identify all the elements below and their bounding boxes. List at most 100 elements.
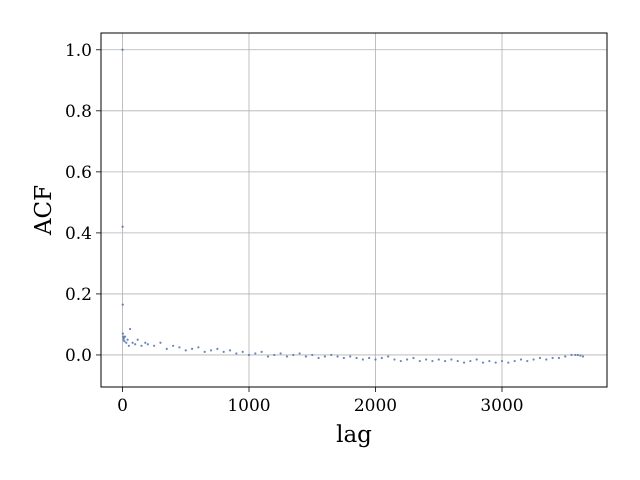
data-point: [574, 353, 577, 357]
data-point: [355, 356, 358, 360]
data-point: [273, 353, 276, 357]
data-point: [393, 358, 396, 361]
data-point: [551, 356, 554, 360]
data-point: [481, 361, 485, 364]
x-axis-label: lag: [336, 422, 372, 448]
data-point: [581, 355, 585, 358]
x-tick-label: 3000: [480, 396, 523, 416]
data-points: [121, 48, 585, 364]
data-point: [443, 359, 447, 363]
data-point: [126, 338, 129, 341]
data-point: [564, 355, 567, 358]
x-tick-label: 2000: [354, 396, 397, 416]
data-point: [134, 343, 137, 346]
x-tick-label: 1000: [227, 396, 270, 416]
data-point: [172, 344, 175, 347]
data-point: [131, 341, 134, 344]
data-point: [374, 358, 377, 361]
grid: [101, 33, 607, 387]
data-point: [304, 355, 308, 358]
data-point: [579, 354, 582, 357]
y-tick-label: 0.4: [65, 224, 92, 244]
data-point: [266, 355, 270, 358]
data-point: [342, 356, 345, 360]
data-point: [368, 356, 371, 360]
data-point: [279, 352, 282, 355]
data-point: [488, 359, 491, 363]
data-point: [121, 332, 124, 335]
data-point: [285, 355, 289, 358]
data-point: [203, 350, 206, 354]
data-point: [456, 359, 459, 363]
data-point: [153, 344, 156, 347]
data-point: [519, 358, 523, 361]
data-point: [121, 225, 124, 228]
data-point: [146, 343, 149, 346]
data-point: [570, 353, 573, 357]
data-point: [311, 353, 314, 357]
data-point: [228, 349, 232, 352]
data-point: [494, 361, 497, 364]
data-point: [576, 353, 580, 357]
data-point: [462, 361, 466, 364]
data-point: [178, 346, 181, 349]
data-point: [538, 356, 542, 360]
data-point: [216, 347, 219, 350]
y-tick-label: 0.6: [65, 163, 92, 183]
data-point: [349, 355, 352, 358]
data-point: [123, 335, 127, 338]
data-point: [513, 359, 516, 363]
data-point: [254, 352, 257, 355]
data-point: [184, 349, 187, 352]
y-axis-label: ACF: [31, 185, 57, 236]
data-point: [437, 358, 440, 361]
data-point: [140, 344, 143, 347]
plot-frame: [100, 32, 608, 388]
data-point: [136, 338, 139, 341]
data-point: [412, 356, 415, 360]
data-point: [532, 358, 535, 361]
data-point: [247, 353, 251, 357]
data-point: [399, 359, 402, 363]
data-point: [469, 359, 472, 363]
data-point: [125, 341, 128, 344]
data-point: [209, 349, 213, 352]
data-point: [159, 341, 162, 344]
data-point: [222, 350, 225, 354]
data-point: [500, 359, 504, 363]
data-point: [127, 344, 130, 347]
data-point: [361, 358, 364, 361]
x-axis-ticks: 0 1000 2000 3000: [117, 387, 524, 416]
data-point: [197, 346, 200, 349]
data-point: [190, 347, 194, 350]
data-point: [330, 353, 333, 357]
y-tick-label: 0.0: [65, 346, 92, 366]
data-point: [128, 327, 132, 331]
data-point: [475, 358, 478, 361]
data-point: [292, 353, 295, 357]
data-point: [406, 358, 409, 361]
data-point: [317, 356, 320, 360]
data-point: [121, 48, 124, 51]
y-axis-ticks: 0.0 0.2 0.4 0.6 0.8 1.0: [65, 41, 101, 366]
data-point: [336, 355, 339, 358]
y-tick-label: 0.2: [65, 285, 92, 305]
data-point: [425, 358, 428, 361]
data-point: [431, 359, 434, 363]
data-point: [387, 355, 390, 358]
data-point: [241, 350, 244, 354]
data-point: [323, 355, 327, 358]
data-point: [144, 341, 147, 344]
data-point: [298, 352, 301, 355]
data-point: [507, 361, 510, 364]
data-point: [526, 359, 529, 363]
x-tick-label: 0: [117, 396, 128, 416]
plot-area: [101, 33, 607, 387]
y-tick-label: 0.8: [65, 102, 92, 122]
data-point: [557, 356, 561, 360]
data-point: [260, 350, 263, 354]
data-point: [123, 340, 126, 343]
data-point: [235, 352, 238, 355]
y-tick-label: 1.0: [65, 41, 92, 61]
